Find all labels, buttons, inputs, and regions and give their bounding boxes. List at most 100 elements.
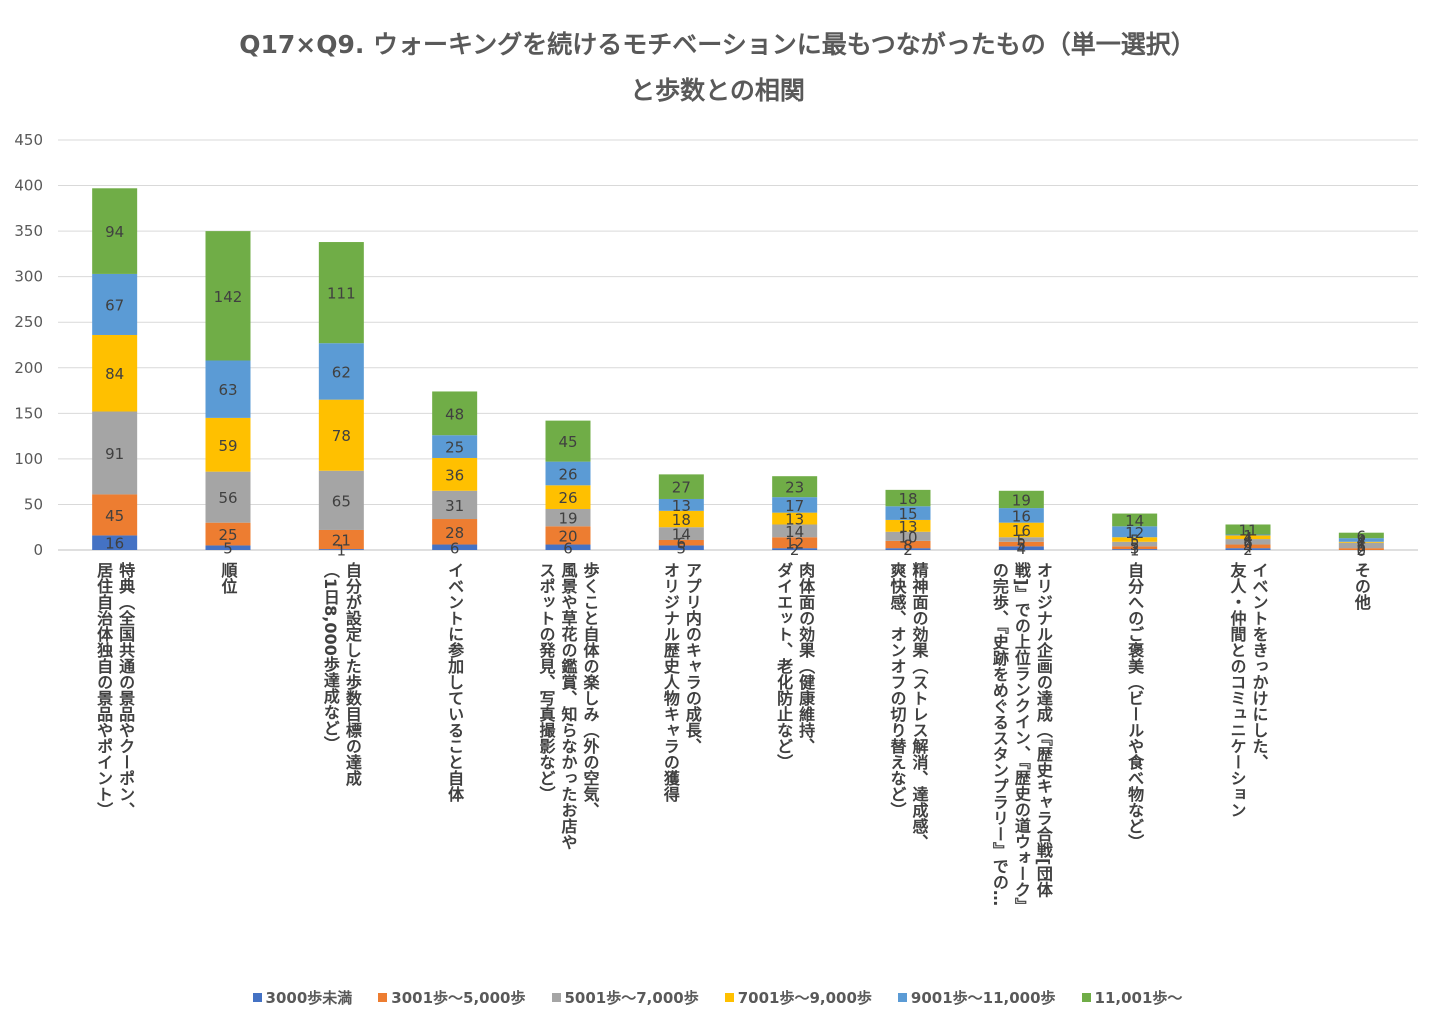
bar-segment (1112, 541, 1158, 547)
data-label: 4 (1357, 532, 1367, 550)
bars (92, 188, 1384, 550)
data-label: 14 (785, 523, 804, 541)
legend-label: 5001歩～7,000歩 (564, 989, 699, 1007)
legend-label: 3000歩未満 (265, 989, 353, 1007)
bar-segment (885, 489, 931, 507)
data-labels: 1645918467945255659631421216578621116283… (105, 223, 1366, 560)
legend-swatch (897, 993, 907, 1002)
bar-segment (772, 548, 818, 550)
bar-segment (205, 417, 251, 472)
data-label: 5 (1017, 536, 1027, 554)
bar-segment (998, 546, 1044, 550)
category-label: オリジナル企画の達成（『歴史キャラ合戦[団体 (1034, 562, 1054, 898)
data-label: 14 (1125, 512, 1144, 530)
y-tick-label: 150 (14, 404, 43, 422)
data-label: 28 (445, 524, 464, 542)
data-label: 18 (898, 490, 917, 508)
data-label: 45 (558, 433, 577, 451)
data-label: 45 (105, 507, 124, 525)
data-label: 36 (445, 466, 464, 484)
bar-segment (772, 476, 818, 498)
category-label: （1日8,000歩達成など） (321, 562, 340, 752)
data-label: 11 (1238, 522, 1257, 540)
bar-segment (885, 540, 931, 549)
data-label: 94 (105, 223, 124, 241)
y-axis: 0 50 100 150 200 250 300 350 400 450 (14, 131, 43, 559)
bar-segment (1225, 539, 1271, 545)
data-label: 10 (898, 528, 917, 546)
chart-title-line-1: Q17×Q9. ウォーキングを続けるモチベーションに最もつながったもの（単一選択… (239, 30, 1196, 59)
bar-segment (658, 474, 704, 499)
bar-segment (432, 544, 478, 550)
bar-segment (318, 242, 364, 344)
data-label: 15 (898, 505, 917, 523)
y-tick-label: 350 (14, 222, 43, 240)
category-label: 順位 (219, 562, 239, 595)
bar-segment (318, 549, 364, 550)
data-label: 14 (672, 526, 691, 544)
bar-segment (658, 545, 704, 550)
bar-segment (318, 470, 364, 530)
data-label: 13 (785, 511, 804, 529)
bar-segment (92, 188, 138, 274)
bar-segment (545, 509, 591, 527)
legend-swatch (724, 993, 734, 1002)
data-label: 56 (218, 489, 237, 507)
data-label: 25 (218, 526, 237, 544)
bar-segment (658, 527, 704, 540)
legend-item: 5001歩～7,000歩 (551, 987, 699, 1008)
bar-segment (432, 490, 478, 520)
legend-swatch (252, 993, 262, 1002)
data-label: 67 (105, 296, 124, 314)
data-label: 21 (332, 532, 351, 550)
bar-segment (545, 485, 591, 509)
bar-segment (545, 420, 591, 462)
bar-segment (92, 535, 138, 550)
data-label: 13 (898, 518, 917, 536)
bar-segment (92, 273, 138, 335)
category-label: ダイエット、老化防止など） (774, 561, 794, 770)
category-label: イベントをきっかけにした、 (1250, 562, 1269, 770)
bar-segment (545, 544, 591, 550)
bar-segment (205, 545, 251, 550)
category-label: 戦]』での上位ランクイン、『歴史の道ウォーク』 (1012, 561, 1031, 913)
category-label: 風景や草花の鑑賞、知らなかったお店や (559, 562, 578, 850)
bar-segment (1338, 542, 1384, 549)
category-label: 爽快感、オンオフの切り替えなど） (888, 561, 907, 818)
bar-segment (1225, 544, 1271, 549)
bar-segment (205, 522, 251, 546)
bar-segment (1338, 532, 1384, 539)
data-label: 3 (1130, 540, 1140, 558)
legend-item: 9001歩～11,000歩 (897, 987, 1056, 1008)
bar-segment (1338, 548, 1384, 550)
data-label: 6 (1243, 534, 1253, 552)
data-label: 5 (1017, 532, 1027, 550)
bar-segment (318, 529, 364, 550)
data-label: 2 (1357, 541, 1367, 559)
chart-title-line-2: と歩数との相関 (630, 76, 805, 105)
category-label: 精神面の効果（ストレス解消、達成感、 (910, 561, 930, 850)
data-label: 4 (1243, 538, 1253, 556)
bar-segment (1112, 537, 1158, 542)
data-label: 91 (105, 445, 124, 463)
data-label: 6 (450, 539, 460, 557)
data-label: 20 (558, 527, 577, 545)
y-tick-label: 0 (33, 541, 43, 559)
bar-segment (432, 457, 478, 491)
data-label: 13 (672, 497, 691, 515)
legend-item: 3000歩未満 (252, 987, 353, 1008)
legend-label: 11,001歩～ (1094, 989, 1183, 1007)
category-label: アプリ内のキャラの成長、 (683, 562, 702, 754)
data-label: 0 (1357, 542, 1367, 560)
data-label: 6 (563, 539, 573, 557)
data-label: 27 (672, 479, 691, 497)
data-label: 31 (445, 497, 464, 515)
y-tick-label: 50 (24, 495, 43, 513)
data-label: 1 (1130, 542, 1140, 560)
bar-segment (545, 461, 591, 486)
data-label: 17 (785, 497, 804, 515)
bar-segment (998, 522, 1044, 538)
data-label: 19 (1012, 491, 1031, 509)
category-label: 友人・仲間とのコミュニケーション (1228, 561, 1247, 818)
